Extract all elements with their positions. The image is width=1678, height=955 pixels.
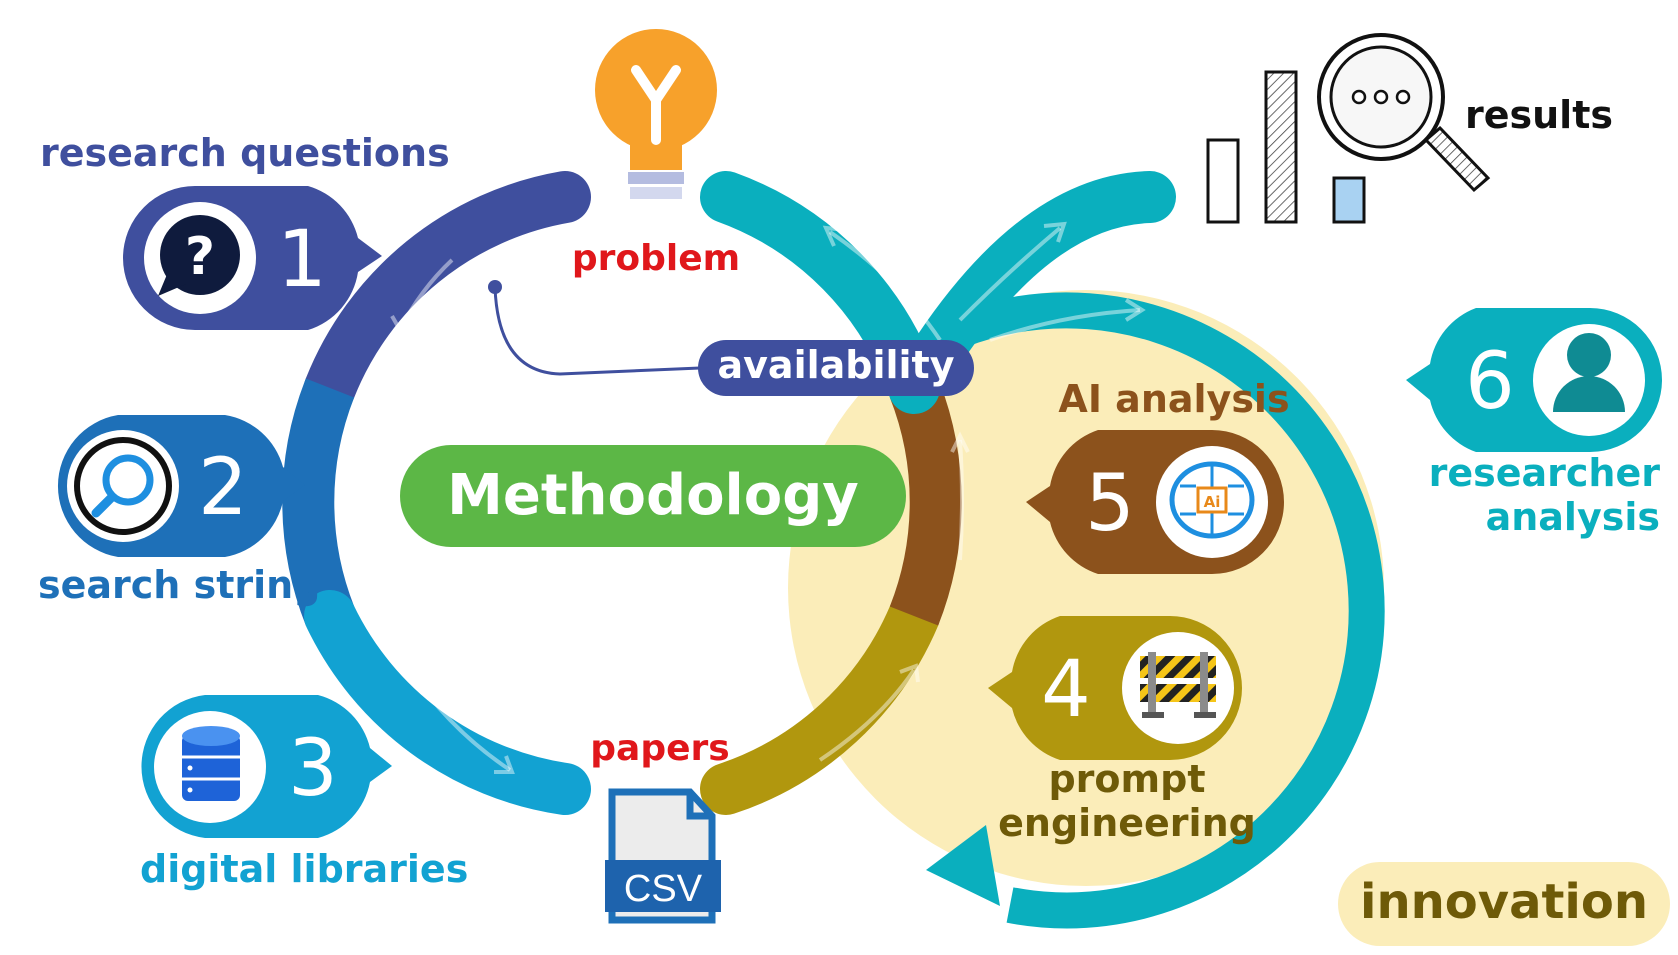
innovation-ring [953,292,1385,929]
step-3-number: 3 [288,724,338,814]
database-icon [182,726,240,801]
lightbulb-icon [595,29,717,199]
step-1-number: 1 [277,215,327,305]
svg-text:?: ? [185,227,215,287]
digital-libraries-label: digital libraries [140,847,468,891]
researcher-analysis-label-1: researcher [1429,451,1661,495]
papers-label: papers [590,728,729,769]
flow-arrows [346,221,1146,774]
ring-segment-3 [304,590,591,815]
step-4-badge: 4 [988,616,1242,760]
step-5-badge: Ai 5 [1026,430,1284,574]
results-label: results [1465,93,1613,137]
user-icon [1553,333,1625,412]
step-6-number: 6 [1465,337,1515,427]
methodology-ring [282,171,962,815]
innovation-pill [1338,862,1670,946]
connector-dot [488,280,502,294]
barrier-icon [1140,652,1216,718]
step-6-badge: 6 [1406,308,1662,452]
csv-file-icon: CSV [605,788,721,924]
ring-segment-2 [282,378,355,626]
ai-brain-icon: Ai [1169,461,1255,539]
ring-segment-5 [889,378,962,626]
step-3-badge: 3 [141,695,392,838]
innovation-label: innovation [1360,874,1648,930]
ai-chip-label: Ai [1204,493,1221,511]
question-bubble-icon: ? [158,215,240,296]
step-2-number: 2 [198,443,248,533]
ring-segment-4 [700,590,940,815]
innovation-ring-arrowhead [926,825,1000,906]
step-1-badge: ? 1 [123,186,382,330]
methodology-pill [400,445,906,547]
researcher-analysis-label-2: analysis [1486,495,1660,539]
problem-label: problem [572,238,740,279]
methodology-label: Methodology [447,463,859,528]
step-4-number: 4 [1041,645,1091,735]
prompt-engineering-label-1: prompt [1048,757,1205,801]
ring-segment-1 [304,171,591,414]
research-questions-label: research questions [40,131,450,175]
availability-label: availability [718,343,955,387]
step-2-badge: 2 [57,415,305,557]
search-string-label: search string [38,563,320,607]
ai-analysis-label: AI analysis [1058,377,1289,421]
bar-chart-magnifier-icon [1206,33,1491,224]
prompt-engineering-label-2: engineering [998,801,1256,845]
csv-label: CSV [624,868,703,910]
availability-connector [493,286,701,376]
magnifier-icon [74,437,172,535]
step-5-number: 5 [1085,459,1135,549]
availability-pill [698,340,974,396]
